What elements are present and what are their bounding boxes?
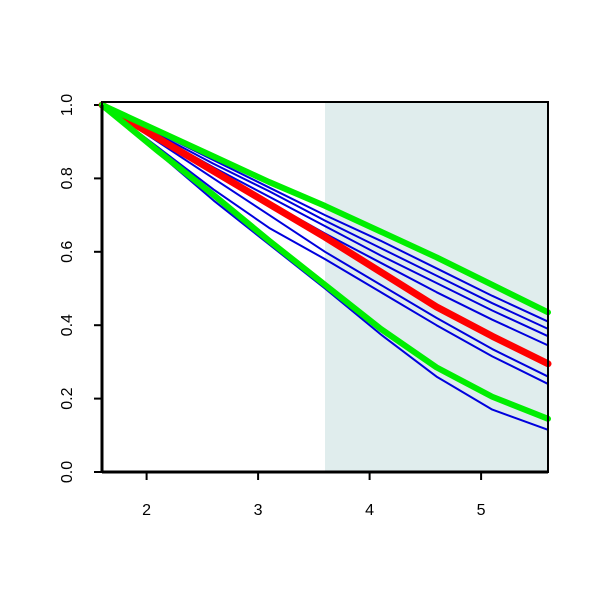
line [101, 104, 549, 385]
y-tick-label: 0.6 [59, 241, 76, 263]
shaded-region [325, 102, 548, 472]
line [99, 102, 551, 422]
line [98, 101, 552, 368]
x-tick-label: 4 [365, 502, 374, 519]
line [101, 104, 549, 330]
line [99, 102, 551, 316]
x-tick-label: 2 [142, 502, 151, 519]
y-tick-label: 0.0 [59, 461, 76, 483]
y-tick-label: 1.0 [59, 94, 76, 116]
x-tick-label: 3 [254, 502, 263, 519]
line [101, 104, 549, 378]
y-tick-label: 0.4 [59, 314, 76, 336]
y-tick-label: 0.8 [59, 167, 76, 189]
x-tick-label: 5 [477, 502, 486, 519]
y-tick-label: 0.2 [59, 387, 76, 409]
